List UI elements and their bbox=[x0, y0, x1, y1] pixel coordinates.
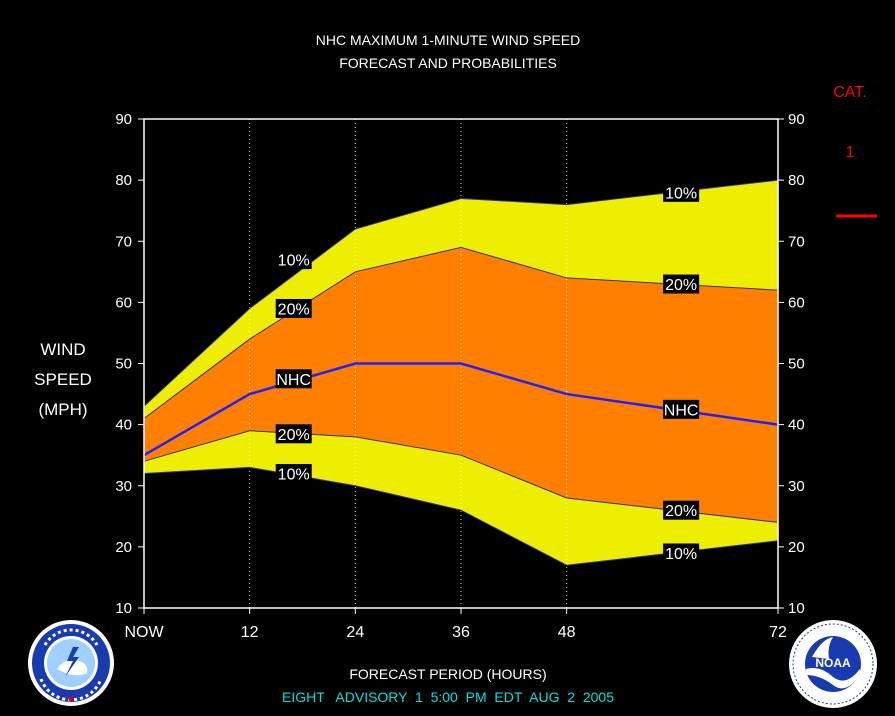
y-tick-label-right-50: 50 bbox=[788, 356, 805, 373]
y-tick-label-left-40: 40 bbox=[115, 417, 132, 434]
line-lower-10 bbox=[143, 466, 779, 566]
x-tick-label-NOW: NOW bbox=[124, 624, 164, 641]
advisory-line: EIGHT ADVISORY 1 5:00 PM EDT AUG 2 2005 bbox=[282, 689, 614, 705]
y-tick-label-left-50: 50 bbox=[115, 356, 132, 373]
y-tick-label-left-20: 20 bbox=[115, 539, 132, 556]
series-label-box-4 bbox=[275, 464, 312, 484]
series-label-8: 20% bbox=[665, 503, 697, 520]
ylabel-wind: WIND bbox=[40, 340, 85, 359]
x-tick-label-24: 24 bbox=[346, 624, 364, 641]
x-tick-label-72: 72 bbox=[769, 624, 787, 641]
chart-title-line2: FORECAST AND PROBABILITIES bbox=[339, 55, 557, 71]
y-tick-label-left-10: 10 bbox=[115, 600, 132, 617]
series-label-7: NHC bbox=[664, 402, 699, 419]
y-tick-label-right-10: 10 bbox=[788, 600, 805, 617]
series-label-box-5 bbox=[663, 182, 700, 202]
series-label-3: 20% bbox=[278, 427, 310, 444]
line-lower-20 bbox=[143, 430, 779, 523]
y-tick-label-right-30: 30 bbox=[788, 478, 805, 495]
noaa-logo: NOAA bbox=[789, 620, 877, 708]
series-label-box-2 bbox=[275, 369, 312, 389]
series-label-0: 10% bbox=[278, 253, 310, 270]
y-tick-label-left-70: 70 bbox=[115, 233, 132, 250]
series-label-1: 20% bbox=[278, 301, 310, 318]
series-label-box-7 bbox=[663, 399, 700, 419]
series-label-4: 10% bbox=[278, 467, 310, 484]
category-value: 1 bbox=[846, 144, 855, 161]
plot-area: 10 10 20 20 30 30 40 40 50 50 60 60 70 70 80 80 90 90 NOW 1… bbox=[115, 111, 804, 641]
y-tick-label-right-20: 20 bbox=[788, 539, 805, 556]
category-header: CAT. bbox=[833, 84, 866, 101]
line-upper-10 bbox=[143, 179, 779, 407]
chart-title-line1: NHC MAXIMUM 1-MINUTE WIND SPEED bbox=[316, 32, 580, 48]
x-tick-label-48: 48 bbox=[558, 624, 576, 641]
ylabel-units: (MPH) bbox=[38, 400, 87, 419]
y-tick-label-right-40: 40 bbox=[788, 417, 805, 434]
x-tick-label-36: 36 bbox=[452, 624, 470, 641]
y-tick-label-right-70: 70 bbox=[788, 233, 805, 250]
y-tick-label-right-90: 90 bbox=[788, 111, 805, 128]
y-tick-label-left-30: 30 bbox=[115, 478, 132, 495]
line-upper-20 bbox=[143, 246, 779, 419]
series-label-9: 10% bbox=[665, 546, 697, 563]
series-label-2: NHC bbox=[276, 372, 311, 389]
nws-logo bbox=[28, 620, 114, 706]
x-axis-title: FORECAST PERIOD (HOURS) bbox=[349, 666, 546, 682]
series-label-box-3 bbox=[275, 424, 312, 444]
series-label-box-9 bbox=[663, 543, 700, 563]
y-tick-label-right-80: 80 bbox=[788, 172, 805, 189]
y-tick-label-left-60: 60 bbox=[115, 294, 132, 311]
y-tick-label-left-80: 80 bbox=[115, 172, 132, 189]
ylabel-speed: SPEED bbox=[34, 370, 92, 389]
svg-text:NOAA: NOAA bbox=[815, 656, 851, 670]
series-label-box-1 bbox=[275, 298, 312, 318]
series-label-box-0 bbox=[275, 250, 312, 270]
x-tick-label-12: 12 bbox=[241, 624, 259, 641]
series-label-5: 10% bbox=[665, 185, 697, 202]
y-tick-label-left-90: 90 bbox=[115, 111, 132, 128]
series-label-box-6 bbox=[663, 274, 700, 294]
line-nhc-forecast bbox=[143, 362, 779, 457]
y-tick-label-right-60: 60 bbox=[788, 294, 805, 311]
series-label-box-8 bbox=[663, 500, 700, 520]
series-label-6: 20% bbox=[665, 277, 697, 294]
